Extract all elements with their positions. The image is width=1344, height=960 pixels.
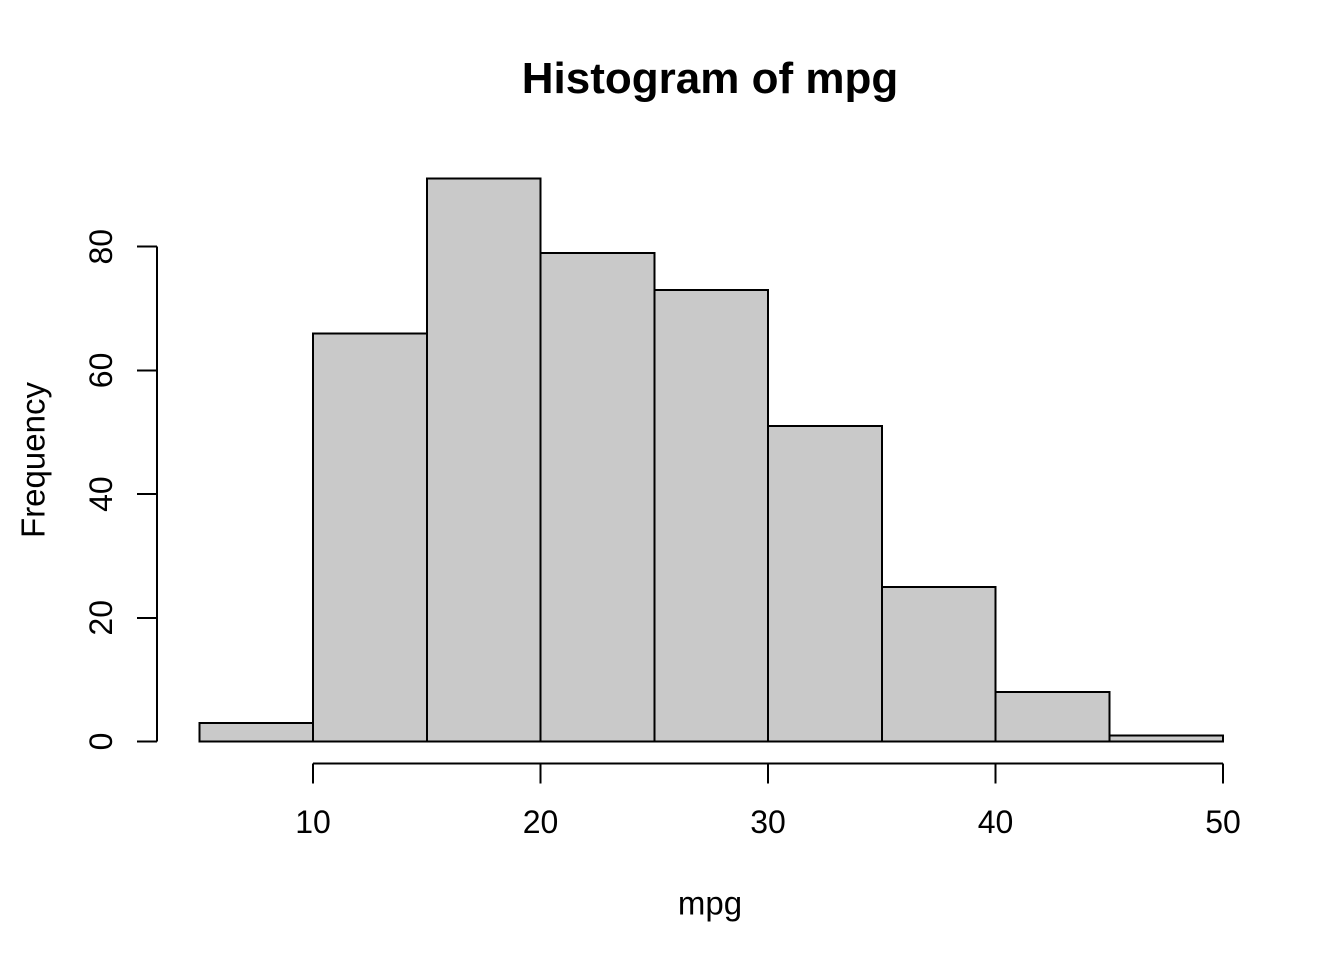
y-tick-label: 80 <box>83 229 119 265</box>
y-tick-label: 60 <box>83 353 119 389</box>
histogram-bar <box>312 332 428 743</box>
y-tick-label: 0 <box>83 733 119 751</box>
x-tick-label: 50 <box>1205 804 1241 840</box>
histogram-bar <box>198 721 315 743</box>
y-tick-label: 20 <box>83 600 119 636</box>
y-tick-label: 40 <box>83 476 119 512</box>
x-axis-label: mpg <box>677 884 743 922</box>
y-axis-label: Frequency <box>14 382 52 538</box>
histogram-bar <box>539 251 656 743</box>
x-tick-label: 20 <box>523 804 559 840</box>
x-tick-label: 30 <box>750 804 786 840</box>
histogram-bar <box>425 177 542 743</box>
x-tick-label: 40 <box>978 804 1014 840</box>
histogram-bar <box>994 691 1111 743</box>
histogram-bar <box>767 425 883 743</box>
histogram-bar <box>880 585 997 743</box>
chart-title: Histogram of mpg <box>521 54 899 103</box>
x-tick-label: 10 <box>295 804 331 840</box>
histogram-bar <box>653 289 770 743</box>
histogram-bar <box>1108 734 1225 743</box>
